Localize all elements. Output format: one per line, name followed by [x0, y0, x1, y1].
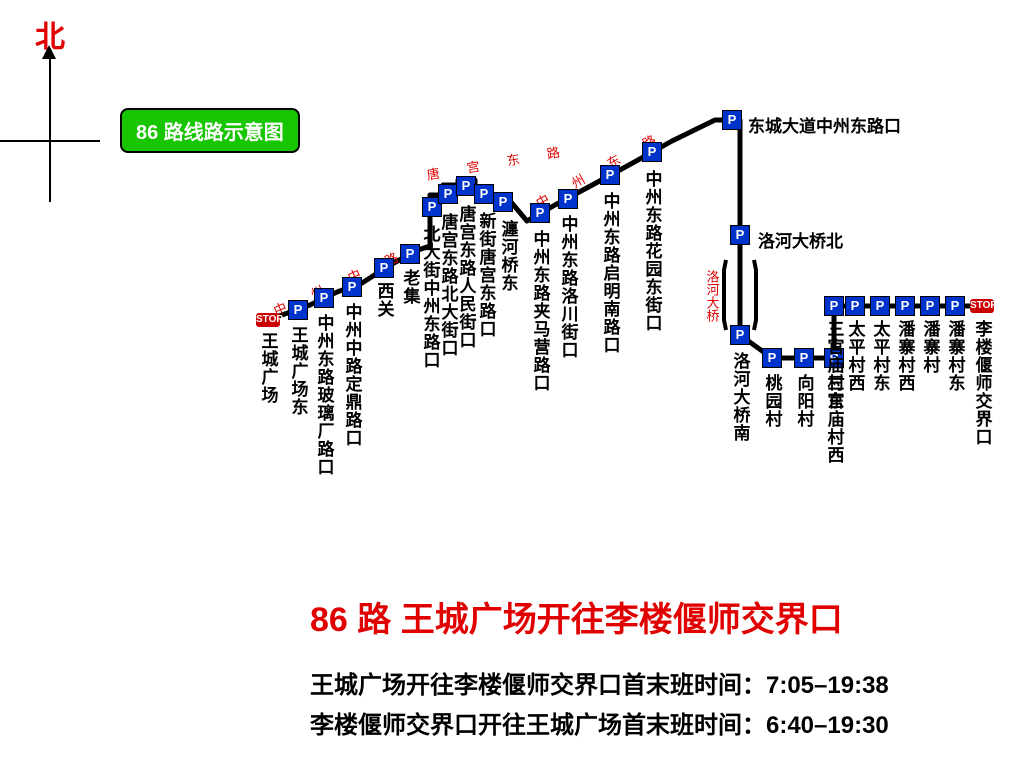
footer-schedule-2: 李楼偃师交界口开往王城广场首末班时间：6:40–19:30 [310, 705, 889, 740]
stop-label: 太平村东 [868, 320, 893, 392]
stop-marker: P [762, 348, 782, 368]
footer-schedule-1: 王城广场开往李楼偃师交界口首末班时间：7:05–19:38 [310, 665, 889, 700]
stop-label: 王城广场东 [286, 326, 311, 416]
stop-marker: P [794, 348, 814, 368]
terminal-marker: STOP [970, 299, 994, 313]
stop-marker: P [642, 142, 662, 162]
stop-marker: P [474, 184, 494, 204]
terminal-label: 王城广场 [256, 332, 281, 404]
stop-marker: P [845, 296, 865, 316]
stop-marker: P [456, 176, 476, 196]
stop-label: 洛河大桥南 [728, 352, 753, 442]
stop-label: 中州东路夹马营路口 [528, 230, 553, 392]
stop-marker: P [314, 288, 334, 308]
stop-marker: P [895, 296, 915, 316]
stop-marker: P [493, 192, 513, 212]
stop-label: 潘寨村东 [943, 320, 968, 392]
stop-marker: P [530, 203, 550, 223]
stop-label: 瀍河桥东 [496, 220, 521, 292]
route-map-canvas: 北 86 路线路示意图 86 路 王城广场开往李楼偃师交界口 王城广场开往李楼偃… [0, 0, 1024, 768]
terminal-label: 李楼偃师交界口 [970, 320, 995, 446]
route-title-badge: 86 路线路示意图 [120, 108, 300, 153]
stop-label: 太平村西 [843, 320, 868, 392]
stop-marker: P [558, 189, 578, 209]
stop-marker: P [870, 296, 890, 316]
stop-label: 中州中路定鼎路口 [340, 303, 365, 447]
stop-marker: P [600, 165, 620, 185]
stop-label: 西关 [372, 282, 397, 318]
stop-marker: P [374, 258, 394, 278]
stop-label: 东城大道中州东路口 [748, 112, 901, 137]
compass-vertical-line [49, 52, 51, 202]
stop-label: 向阳村 [792, 374, 817, 428]
stop-label: 中州东路启明南路口 [598, 192, 623, 354]
stop-marker: P [920, 296, 940, 316]
stop-label: 中州东路玻璃厂路口 [312, 314, 337, 476]
road-label: 唐 宫 东 路 [425, 140, 573, 184]
stop-marker: P [288, 300, 308, 320]
stop-marker: P [342, 277, 362, 297]
stop-label: 中州东路花园东街口 [640, 170, 665, 332]
stop-marker: P [945, 296, 965, 316]
stop-marker: P [722, 110, 742, 130]
terminal-marker: STOP [256, 313, 280, 327]
stop-marker: P [824, 296, 844, 316]
stop-label: 桃园村 [760, 374, 785, 428]
stop-label: 中州东路洛川街口 [556, 215, 581, 359]
footer-title: 86 路 王城广场开往李楼偃师交界口 [310, 592, 843, 641]
stop-marker: P [438, 184, 458, 204]
road-label: 洛河大桥 [703, 270, 722, 322]
stop-label: 洛河大桥北 [758, 227, 843, 252]
stop-label: 潘寨村 [918, 320, 943, 374]
stop-marker: P [730, 325, 750, 345]
stop-marker: P [730, 225, 750, 245]
compass-horizontal-line [0, 140, 100, 142]
stop-label: 潘寨村西 [893, 320, 918, 392]
